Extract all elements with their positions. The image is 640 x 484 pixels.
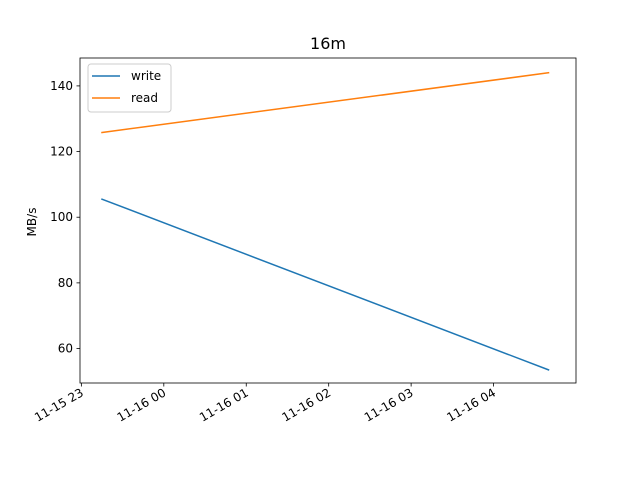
series-line-write — [101, 198, 550, 371]
y-tick-label: 60 — [58, 342, 73, 356]
series-line-read — [101, 71, 550, 134]
series-layer — [101, 71, 550, 371]
y-tick-label: 100 — [50, 210, 73, 224]
legend-label-write: write — [131, 69, 161, 83]
y-axis-label: MB/s — [25, 208, 39, 237]
legend: write read — [87, 63, 172, 113]
y-tick-label: 140 — [50, 79, 73, 93]
legend-label-read: read — [131, 91, 158, 105]
chart-title: 16m — [310, 34, 346, 53]
y-tick-label: 80 — [58, 276, 73, 290]
plot-frame — [79, 57, 577, 384]
y-tick-label: 120 — [50, 145, 73, 159]
